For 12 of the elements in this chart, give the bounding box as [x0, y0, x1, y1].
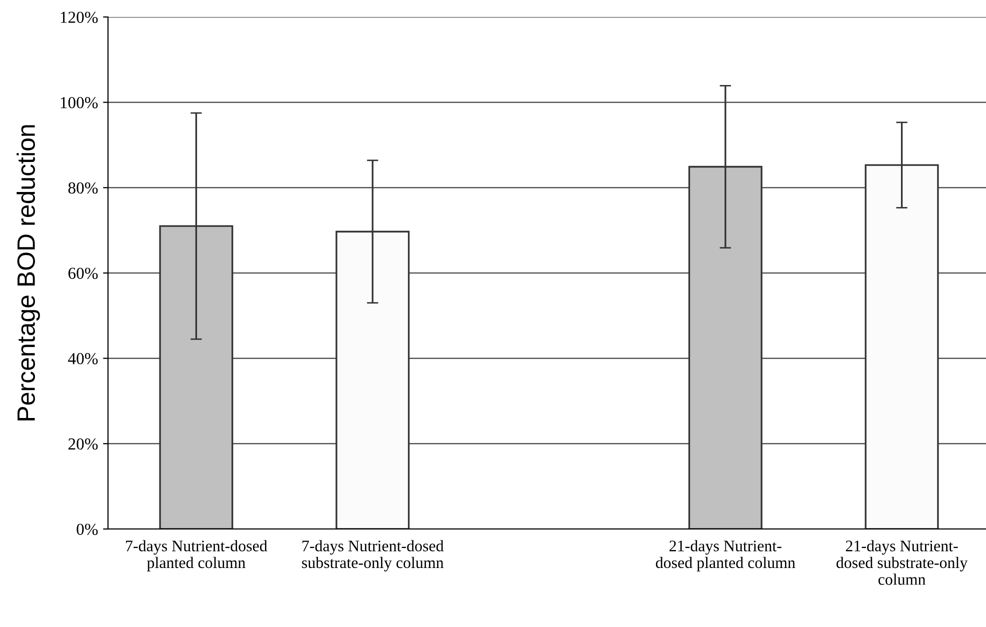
y-tick-label: 120%	[60, 12, 98, 23]
y-axis-title: Percentage BOD reduction	[16, 125, 40, 420]
y-tick-label: 60%	[68, 268, 98, 279]
x-tick-label: 21-days Nutrient- dosed substrate-only column	[836, 540, 968, 585]
y-tick-label: 80%	[68, 182, 98, 194]
y-tick-label: 20%	[68, 438, 98, 450]
y-tick-label: 0%	[76, 524, 98, 535]
y-tick-label: 100%	[60, 97, 98, 108]
x-tick-label: 7-days Nutrient-dosed substrate-only column	[302, 540, 444, 572]
x-tick-label: 21-days Nutrient- dosed planted column	[656, 540, 796, 572]
x-tick-label: 7-days Nutrient-dosed planted column	[126, 540, 268, 572]
y-tick-label: 40%	[68, 353, 98, 364]
